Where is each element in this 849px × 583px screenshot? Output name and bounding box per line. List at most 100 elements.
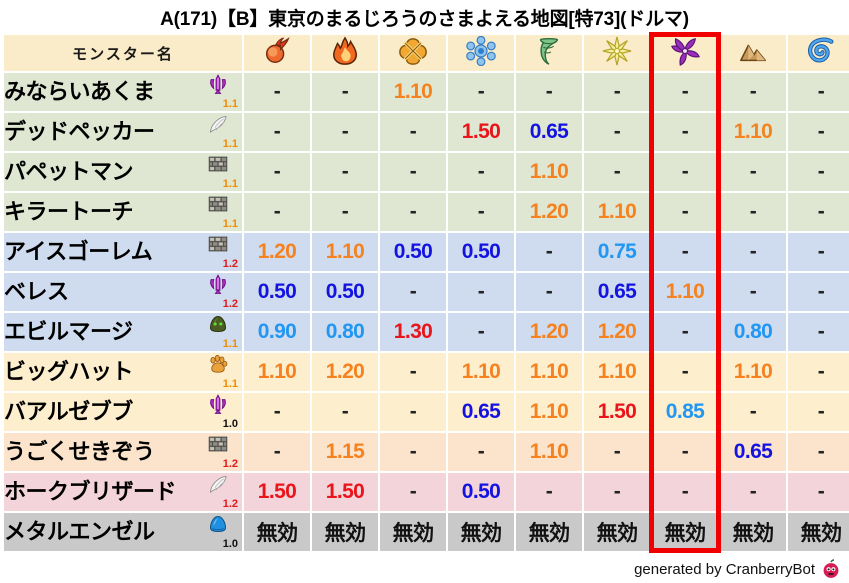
resistance-cell: 無効 (584, 513, 650, 551)
resistance-cell: 0.65 (584, 273, 650, 311)
header-element-bagi[interactable] (516, 35, 582, 71)
header-element-jinmetsu[interactable] (720, 35, 786, 71)
resistance-cell: - (788, 233, 849, 271)
monster-name-cell[interactable]: メタルエンゼル 1.0 (4, 513, 242, 551)
monster-name-cell[interactable]: デッドペッカー 1.1 (4, 113, 242, 151)
resistance-cell: 1.10 (516, 353, 582, 391)
resistance-cell: 無効 (312, 513, 378, 551)
resistance-cell: - (652, 473, 718, 511)
resistance-cell: 1.10 (720, 113, 786, 151)
resistance-cell: - (516, 273, 582, 311)
page-title: A(171)【B】東京のまるじろうのさまよえる地図[特73](ドルマ) (160, 9, 689, 30)
header-row: モンスター名 (4, 35, 849, 71)
monster-family-badge: 1.2 (197, 473, 239, 511)
resistance-cell: 1.10 (380, 73, 446, 111)
resistance-cell: - (584, 473, 650, 511)
monster-ratio-label: 1.1 (222, 98, 238, 110)
wave-icon (806, 36, 836, 66)
resistance-cell: 0.50 (448, 233, 514, 271)
resistance-cell: 1.10 (312, 233, 378, 271)
trident-icon (208, 274, 228, 294)
resistance-cell: 1.10 (584, 353, 650, 391)
monster-name-cell[interactable]: アイスゴーレム 1.2 (4, 233, 242, 271)
resistance-cell: - (448, 193, 514, 231)
monster-ratio-label: 1.1 (222, 378, 238, 390)
monster-name-cell[interactable]: みならいあくま 1.1 (4, 73, 242, 111)
explosion-icon (398, 36, 428, 66)
resistance-cell: 0.65 (448, 393, 514, 431)
resistance-cell: - (312, 393, 378, 431)
monster-ratio-label: 1.1 (222, 178, 238, 190)
fireball-icon (262, 36, 292, 66)
resistance-cell: - (788, 433, 849, 471)
monster-family-badge: 1.1 (197, 193, 239, 231)
header-element-doruma[interactable] (652, 35, 718, 71)
resistance-cell: 0.50 (448, 473, 514, 511)
monster-name-cell[interactable]: ビッグハット 1.1 (4, 353, 242, 391)
table-row: メタルエンゼル 1.0 無効 無効 無効 無効 無効 無効 無効 無効 無効 (4, 513, 849, 551)
monster-family-badge: 1.0 (197, 513, 239, 551)
resistance-cell: - (720, 233, 786, 271)
header-element-io[interactable] (380, 35, 446, 71)
monster-name-cell[interactable]: パペットマン 1.1 (4, 153, 242, 191)
resistance-cell: - (380, 473, 446, 511)
resistance-cell: - (244, 393, 310, 431)
resistance-cell: - (448, 73, 514, 111)
resistance-cell: - (788, 113, 849, 151)
header-element-gira[interactable] (312, 35, 378, 71)
resistance-cell: 無効 (720, 513, 786, 551)
resistance-cell: - (244, 113, 310, 151)
resistance-cell: - (380, 353, 446, 391)
resistance-cell: - (652, 233, 718, 271)
monster-ratio-label: 1.1 (222, 218, 238, 230)
resistance-cell: - (788, 473, 849, 511)
resistance-cell: - (788, 273, 849, 311)
monster-family-badge: 1.1 (197, 353, 239, 391)
resistance-cell: 1.10 (516, 433, 582, 471)
resistance-table: モンスター名 (2, 33, 849, 553)
resistance-cell: 1.20 (244, 233, 310, 271)
resistance-cell: 無効 (652, 513, 718, 551)
resistance-cell: 1.10 (516, 393, 582, 431)
lightning-icon (602, 36, 632, 66)
monster-ratio-label: 1.0 (222, 538, 238, 550)
flame-icon (330, 36, 360, 66)
resistance-cell: - (720, 393, 786, 431)
monster-name-cell[interactable]: ホークブリザード 1.2 (4, 473, 242, 511)
header-element-merame[interactable] (244, 35, 310, 71)
monster-family-badge: 1.1 (197, 153, 239, 191)
monster-ratio-label: 1.2 (222, 298, 238, 310)
resistance-cell: - (380, 193, 446, 231)
monster-name-cell[interactable]: ベレス 1.2 (4, 273, 242, 311)
monster-name-cell[interactable]: キラートーチ 1.1 (4, 193, 242, 231)
resistance-cell: 1.10 (652, 273, 718, 311)
footer-text: generated by CranberryBot (634, 560, 815, 578)
monster-name-cell[interactable]: うごくせきぞう 1.2 (4, 433, 242, 471)
resistance-cell: - (516, 473, 582, 511)
resistance-cell: 無効 (244, 513, 310, 551)
trident-icon (208, 74, 228, 94)
brick-icon (208, 434, 228, 454)
monster-name-cell[interactable]: エビルマージ 1.1 (4, 313, 242, 351)
table-row: バアルゼブブ 1.0- - -0.65 1.10 1.50 0.85- - (4, 393, 849, 431)
resistance-cell: - (380, 273, 446, 311)
monster-family-badge: 1.2 (197, 233, 239, 271)
resistance-cell: 無効 (448, 513, 514, 551)
resistance-cell: - (312, 113, 378, 151)
mountain-icon (738, 36, 768, 66)
monster-name-label: うごくせきぞう (4, 439, 155, 464)
resistance-cell: - (380, 113, 446, 151)
resistance-cell: - (448, 273, 514, 311)
header-element-dein[interactable] (584, 35, 650, 71)
monster-name-cell[interactable]: バアルゼブブ 1.0 (4, 393, 242, 431)
resistance-cell: 1.30 (380, 313, 446, 351)
resistance-cell: 0.90 (244, 313, 310, 351)
table-row: エビルマージ 1.1 0.90 0.80 1.30-1.20 1.20-0.80- (4, 313, 849, 351)
monster-name-label: みならいあくま (4, 79, 155, 104)
header-element-mera_wave[interactable] (788, 35, 849, 71)
header-element-hyado[interactable] (448, 35, 514, 71)
resistance-cell: - (720, 273, 786, 311)
resistance-cell: - (584, 433, 650, 471)
resistance-cell: - (584, 113, 650, 151)
slime-dark-icon (208, 314, 228, 334)
